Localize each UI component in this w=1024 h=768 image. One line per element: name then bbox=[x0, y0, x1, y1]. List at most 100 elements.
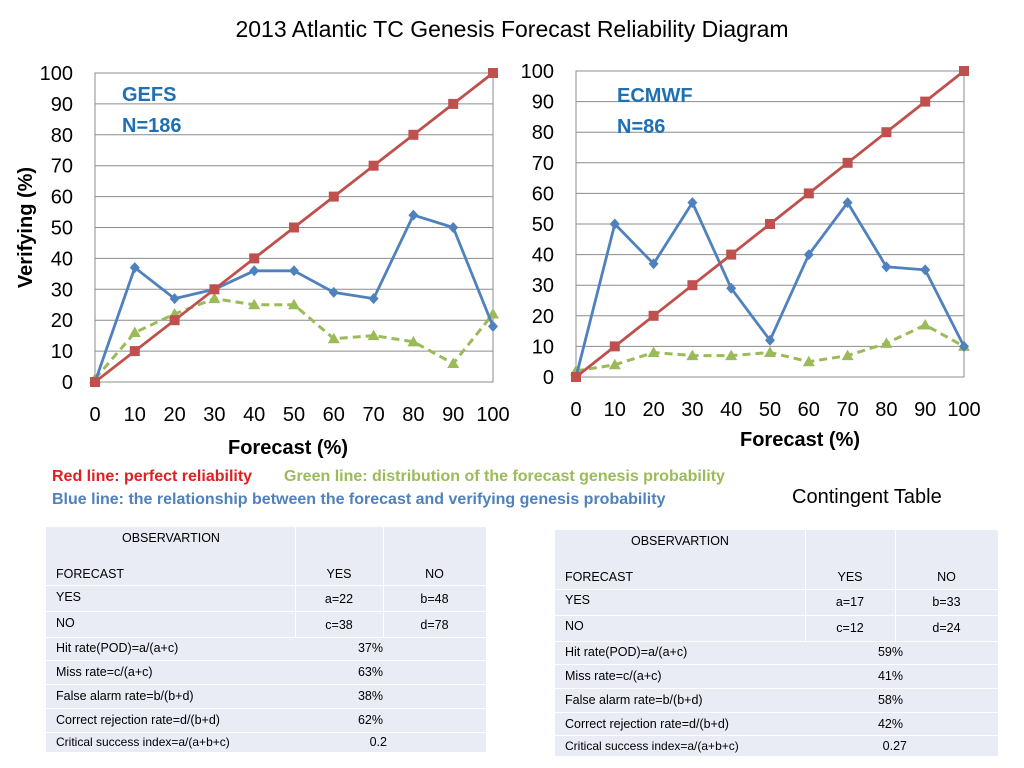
data-point-green bbox=[880, 337, 893, 348]
legend-red: Red line: perfect reliability bbox=[52, 468, 253, 485]
metric-label: False alarm rate=b/(b+d) bbox=[565, 693, 703, 707]
y-tick-label: 90 bbox=[51, 94, 73, 116]
cell-b: b=48 bbox=[420, 592, 449, 606]
chart-annotation: N=186 bbox=[122, 115, 182, 137]
cell-d: d=78 bbox=[420, 618, 449, 632]
y-tick-label: 70 bbox=[532, 153, 554, 175]
data-point-blue bbox=[687, 197, 698, 209]
chart-annotation: GEFS bbox=[122, 84, 176, 106]
y-tick-label: 10 bbox=[532, 336, 554, 358]
cell-b: b=33 bbox=[932, 595, 961, 609]
col-yes-header: YES bbox=[837, 570, 863, 584]
cell-c: c=12 bbox=[836, 621, 864, 635]
y-tick-label: 20 bbox=[51, 310, 73, 332]
data-point-red bbox=[368, 160, 379, 171]
cell-a: a=17 bbox=[835, 595, 865, 609]
chart-annotation: N=86 bbox=[617, 116, 665, 138]
data-point-green bbox=[608, 358, 621, 370]
data-point-blue bbox=[169, 293, 180, 305]
data-point-green bbox=[327, 332, 340, 344]
x-tick-label: 90 bbox=[442, 404, 464, 426]
col-yes-header: YES bbox=[326, 567, 352, 581]
data-point-blue bbox=[959, 340, 969, 352]
y-tick-label: 20 bbox=[532, 306, 554, 328]
metric-value: 41% bbox=[877, 669, 903, 683]
x-tick-label: 100 bbox=[476, 404, 509, 426]
row-yes-label: YES bbox=[565, 593, 591, 607]
x-tick-label: 20 bbox=[163, 404, 185, 426]
cell-c: c=38 bbox=[325, 618, 353, 632]
data-point-green bbox=[686, 349, 699, 361]
data-point-blue bbox=[765, 334, 775, 346]
data-point-green bbox=[128, 326, 141, 338]
observation-header: OBSERVARTION bbox=[631, 534, 729, 548]
y-tick-label: 50 bbox=[532, 214, 554, 236]
data-point-red bbox=[328, 191, 339, 202]
x-tick-label: 100 bbox=[947, 399, 980, 421]
data-point-blue bbox=[842, 197, 853, 209]
metric-value: 37% bbox=[357, 641, 383, 655]
y-tick-label: 0 bbox=[62, 372, 73, 394]
x-tick-label: 50 bbox=[759, 399, 781, 421]
data-point-red bbox=[488, 68, 498, 78]
metric-value: 62% bbox=[357, 713, 383, 727]
metric-label: Correct rejection rate=d/(b+d) bbox=[56, 713, 220, 727]
data-point-red bbox=[90, 377, 100, 387]
data-point-green bbox=[407, 335, 420, 347]
cell-a: a=22 bbox=[324, 592, 354, 606]
data-point-blue bbox=[289, 265, 299, 277]
data-point-blue bbox=[881, 261, 892, 273]
x-tick-label: 30 bbox=[681, 399, 703, 421]
y-tick-label: 100 bbox=[40, 63, 73, 85]
plot-area bbox=[94, 72, 494, 383]
metric-value: 42% bbox=[877, 717, 903, 731]
legend-blue: Blue line: the relationship between the … bbox=[52, 491, 666, 508]
legend-green: Green line: distribution of the forecast… bbox=[284, 468, 725, 485]
metric-label: Miss rate=c/(a+c) bbox=[565, 669, 662, 683]
metric-value: 0.27 bbox=[882, 739, 907, 753]
y-tick-label: 90 bbox=[532, 92, 554, 114]
data-point-blue bbox=[803, 249, 814, 261]
metric-value: 58% bbox=[877, 693, 903, 707]
metric-label: Miss rate=c/(a+c) bbox=[56, 665, 153, 679]
contingency-table-gefs: OBSERVARTION FORECAST YES NO YES a=22 b=… bbox=[46, 527, 486, 752]
page-title: 2013 Atlantic TC Genesis Forecast Reliab… bbox=[235, 16, 789, 42]
x-tick-label: 40 bbox=[243, 404, 265, 426]
data-point-red bbox=[169, 315, 180, 326]
data-point-red bbox=[408, 129, 419, 140]
data-point-blue bbox=[129, 262, 140, 274]
x-tick-label: 0 bbox=[89, 404, 100, 426]
data-point-red bbox=[448, 98, 459, 109]
y-tick-label: 80 bbox=[51, 125, 73, 147]
series-line-green bbox=[93, 297, 495, 380]
data-point-red bbox=[249, 253, 260, 264]
data-point-red bbox=[959, 66, 969, 76]
data-point-green bbox=[248, 298, 261, 310]
metric-label: Correct rejection rate=d/(b+d) bbox=[565, 717, 729, 731]
data-point-blue bbox=[488, 320, 498, 332]
x-tick-label: 10 bbox=[604, 399, 626, 421]
data-point-green bbox=[802, 355, 815, 367]
data-point-blue bbox=[368, 293, 379, 305]
x-tick-label: 90 bbox=[914, 399, 936, 421]
data-point-green bbox=[288, 298, 300, 310]
data-point-red bbox=[842, 157, 853, 168]
y-tick-label: 60 bbox=[51, 187, 73, 209]
data-point-red bbox=[687, 280, 698, 291]
metric-value: 59% bbox=[877, 645, 903, 659]
y-tick-label: 50 bbox=[51, 218, 73, 240]
metric-label: Hit rate(POD)=a/(a+c) bbox=[565, 645, 688, 659]
data-point-green bbox=[208, 292, 221, 304]
data-point-green bbox=[764, 346, 776, 358]
x-tick-label: 60 bbox=[323, 404, 345, 426]
y-tick-label: 0 bbox=[543, 367, 554, 389]
row-yes-label: YES bbox=[56, 590, 82, 604]
data-point-blue bbox=[408, 209, 419, 221]
data-point-red bbox=[209, 284, 220, 295]
x-tick-label: 0 bbox=[570, 399, 581, 421]
metric-label: Critical success index=a/(a+b+c) bbox=[565, 739, 739, 753]
y-tick-label: 70 bbox=[51, 156, 73, 178]
data-point-red bbox=[609, 341, 620, 352]
series-line-blue bbox=[93, 213, 495, 383]
